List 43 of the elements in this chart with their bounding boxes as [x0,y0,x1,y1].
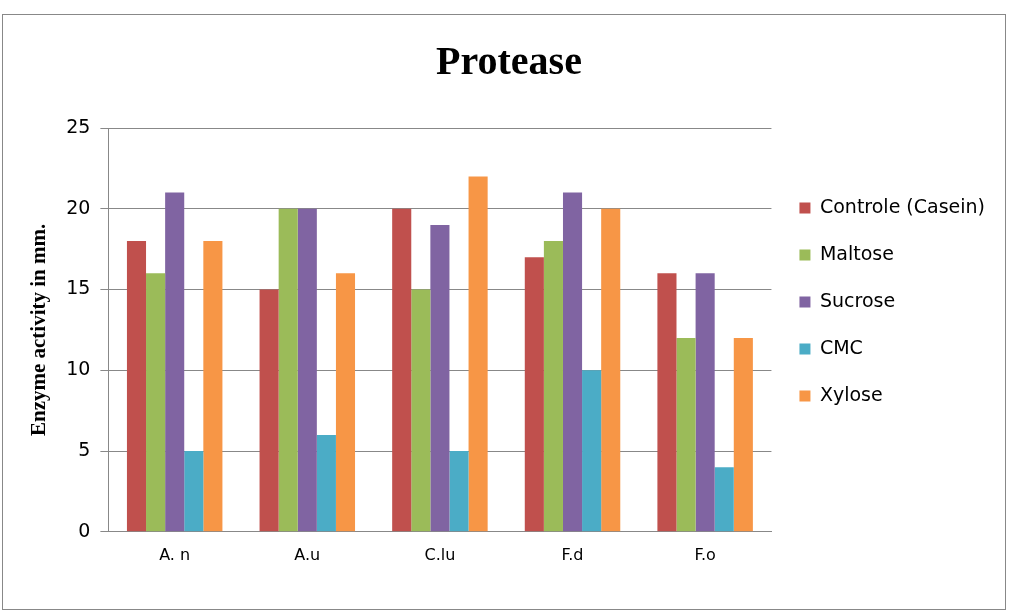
x-tick-label: A.u [294,544,321,564]
legend-label: Xylose [819,382,883,405]
bar [582,370,602,532]
bar [601,208,621,532]
bar [411,289,431,532]
y-tick-label: 20 [66,195,91,218]
y-tick-label: 0 [78,518,91,541]
bar [316,434,336,532]
bar [468,176,488,532]
legend-label: CMC [819,335,863,358]
bar [297,208,317,532]
bar [278,208,298,532]
x-tick-label: F.o [694,544,716,564]
bar [449,451,469,532]
bar [714,467,734,532]
bar [430,224,450,532]
y-tick-label: 15 [66,276,91,299]
bar [259,289,279,532]
bar [657,273,677,532]
y-tick-label: 5 [78,437,91,460]
x-tick-label: A. n [159,544,191,564]
bar [146,273,166,532]
legend-label: Controle (Casein) [819,194,986,217]
legend-label: Maltose [819,241,894,264]
x-tick-label: F.d [561,544,584,564]
bar [126,241,147,532]
bar [733,337,753,532]
y-tick-label: 25 [66,114,91,137]
bar [184,451,204,532]
bar [562,192,583,532]
x-tick-label: C.lu [424,544,456,564]
bar [524,257,544,532]
y-tick-label: 10 [66,357,91,380]
bar [676,337,696,532]
legend-label: Sucrose [819,288,896,311]
bar [543,241,563,532]
bar [695,273,715,532]
y-axis-title: Enzyme activity in mm. [26,223,51,437]
bar [335,273,356,532]
bar [392,208,412,532]
bar [165,192,185,532]
bar [203,241,223,532]
chart-title: Protease [436,38,582,84]
